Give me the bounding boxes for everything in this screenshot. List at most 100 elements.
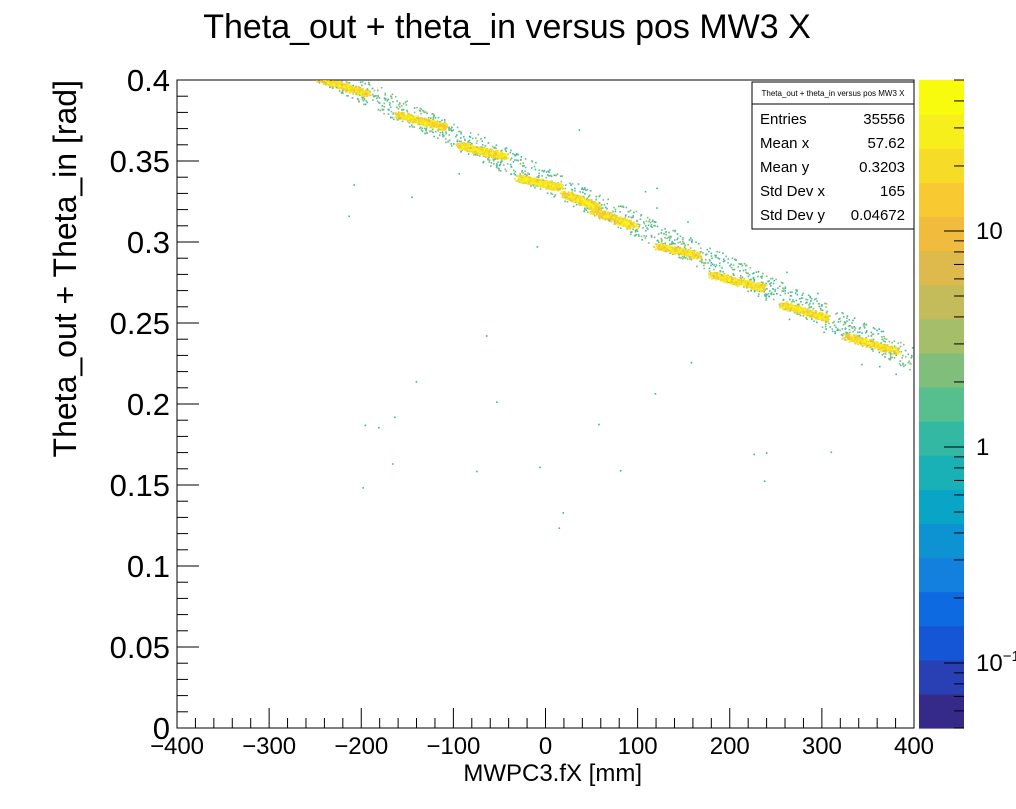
heatmap-cell [583, 196, 585, 199]
heatmap-cell [774, 288, 777, 291]
heatmap-cell [463, 138, 466, 141]
heatmap-cell [565, 194, 568, 197]
heatmap-cell [353, 89, 356, 92]
heatmap-cell [524, 158, 527, 160]
heatmap-cell [708, 250, 710, 253]
heatmap-cell [679, 241, 682, 243]
heatmap-cell [361, 84, 363, 87]
heatmap-cell [502, 156, 505, 159]
heatmap-cell [824, 323, 827, 326]
heatmap-cell [770, 285, 772, 287]
heatmap-cell [891, 341, 893, 344]
heatmap-cell [441, 123, 444, 125]
heatmap-cell [780, 281, 783, 284]
heatmap-cell [882, 330, 885, 333]
heatmap-cell [361, 81, 364, 83]
heatmap-cell [758, 288, 761, 290]
heatmap-cell [602, 199, 604, 201]
heatmap-cell [554, 187, 556, 189]
heatmap-cell [746, 280, 749, 283]
heatmap-cell [871, 333, 874, 336]
heatmap-cell [645, 220, 648, 222]
heatmap-cell [410, 124, 413, 127]
heatmap-cell [686, 255, 689, 258]
heatmap-cell [770, 291, 773, 294]
heatmap-cell [574, 189, 576, 192]
heatmap-cell [351, 87, 354, 90]
heatmap-cell [530, 177, 533, 180]
heatmap-cell [863, 325, 865, 328]
heatmap-cell [394, 111, 397, 114]
heatmap-cell [784, 292, 786, 295]
heatmap-cell [889, 352, 892, 354]
heatmap-cell [595, 198, 598, 201]
heatmap-cell [614, 210, 617, 213]
heatmap-cell [333, 81, 336, 84]
heatmap-cell [524, 170, 526, 172]
heatmap-cell [534, 187, 536, 189]
heatmap-cell [650, 236, 653, 238]
heatmap-cell [425, 129, 427, 132]
heatmap-cell [579, 191, 581, 193]
heatmap-cell [672, 242, 675, 245]
heatmap-cell [680, 257, 682, 259]
heatmap-cell [507, 157, 509, 160]
heatmap-cell [556, 173, 559, 175]
heatmap-cell [561, 175, 564, 177]
heatmap-cell [739, 275, 742, 277]
heatmap-cell [779, 304, 781, 307]
heatmap-cell [581, 195, 584, 198]
heatmap-cell [630, 233, 632, 236]
heatmap-cell [775, 278, 777, 281]
heatmap-cell [588, 204, 591, 207]
heatmap-cell [411, 119, 414, 122]
heatmap-cell [562, 187, 564, 190]
heatmap-cell [552, 185, 555, 188]
heatmap-cell [586, 205, 589, 208]
heatmap-cell [708, 270, 711, 272]
heatmap-cell [690, 361, 693, 364]
heatmap-cell [661, 239, 663, 241]
heatmap-cell [389, 106, 392, 108]
heatmap-cell [605, 206, 607, 209]
heatmap-cell [681, 254, 684, 257]
heatmap-cell [545, 180, 548, 182]
heatmap-cell [677, 249, 680, 251]
heatmap-cell [389, 102, 391, 104]
heatmap-cell [638, 224, 641, 226]
heatmap-cell [355, 85, 358, 88]
heatmap-cell [398, 111, 401, 114]
heatmap-cell [530, 180, 533, 183]
heatmap-cell [571, 198, 574, 201]
heatmap-cell [541, 169, 544, 172]
heatmap-cell [530, 185, 532, 187]
heatmap-cell [710, 275, 712, 278]
heatmap-cell [622, 221, 625, 224]
heatmap-cell [599, 210, 602, 212]
heatmap-cell [415, 381, 418, 383]
heatmap-cell [521, 170, 524, 172]
heatmap-cell [560, 183, 563, 186]
heatmap-cell [400, 105, 403, 107]
heatmap-cell [816, 321, 818, 324]
heatmap-cell [489, 148, 492, 151]
heatmap-cell [883, 340, 885, 342]
heatmap-cell [469, 132, 472, 134]
heatmap-cell [530, 181, 533, 184]
heatmap-cell [442, 125, 445, 128]
heatmap-cell [480, 138, 482, 140]
heatmap-cell [468, 143, 471, 146]
heatmap-cell [458, 143, 461, 145]
heatmap-cell [707, 262, 709, 264]
heatmap-cell [738, 263, 740, 265]
heatmap-cell [382, 108, 385, 111]
heatmap-cell [742, 269, 745, 272]
heatmap-cell [331, 81, 334, 84]
heatmap-cell [384, 94, 387, 96]
heatmap-cell [601, 216, 604, 218]
heatmap-cell [760, 285, 763, 288]
heatmap-cell [642, 221, 645, 223]
heatmap-cell [493, 156, 495, 159]
heatmap-cell [371, 87, 374, 90]
heatmap-cell [464, 139, 466, 142]
